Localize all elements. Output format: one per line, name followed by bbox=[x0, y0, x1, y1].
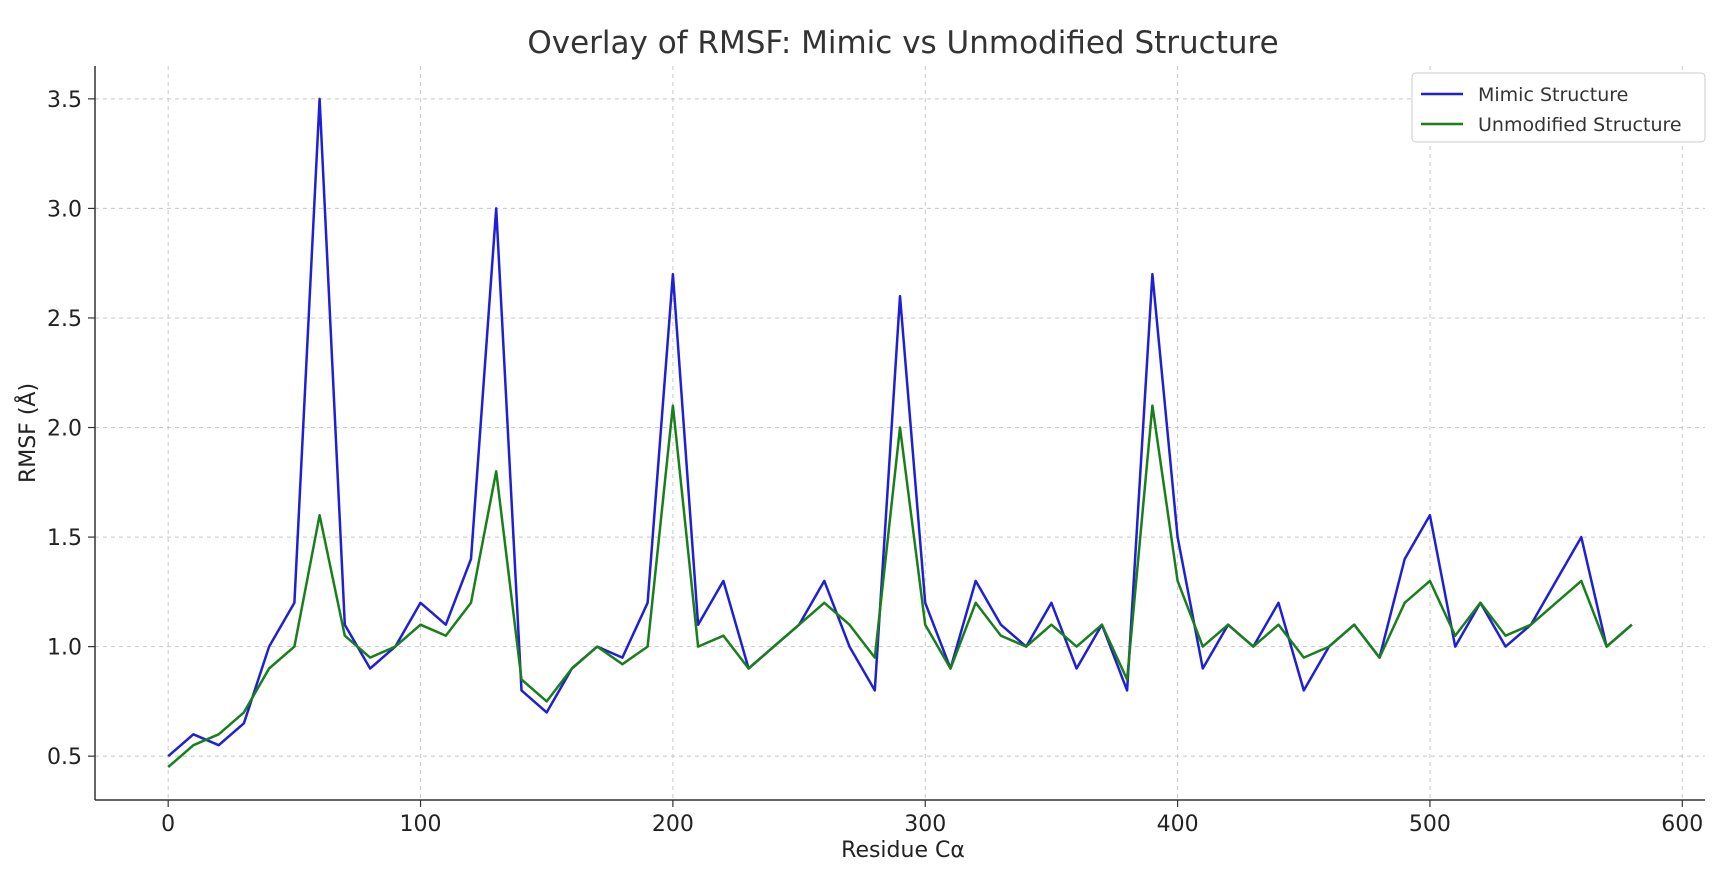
legend-box bbox=[1411, 72, 1706, 143]
y-axis-label: RMSF (Å) bbox=[14, 383, 41, 483]
series-line-unmodified bbox=[167, 404, 1633, 769]
grid-layer bbox=[95, 66, 1705, 800]
legend-label-mimic: Mimic Structure bbox=[1478, 84, 1628, 106]
legend: Mimic Structure Unmodified Structure bbox=[1411, 72, 1706, 143]
legend-label-unmodified: Unmodified Structure bbox=[1478, 114, 1682, 136]
y-tick-label: 1.5 bbox=[47, 526, 82, 551]
y-tick-label: 3.5 bbox=[47, 88, 82, 113]
y-tick-label: 3.0 bbox=[47, 197, 82, 222]
axes-layer bbox=[94, 66, 1705, 801]
x-tick-label: 400 bbox=[1157, 812, 1199, 837]
x-tick-label: 500 bbox=[1409, 812, 1451, 837]
x-tick-label: 300 bbox=[904, 812, 946, 837]
ticks-layer: 0 100 200 300 400 500 600 0.5 1.0 1.5 2.0 2.5 3.0 3.5 bbox=[47, 88, 1703, 837]
series-layer bbox=[167, 97, 1633, 769]
chart-title: Overlay of RMSF: Mimic vs Unmodified Str… bbox=[527, 25, 1278, 61]
x-axis-label: Residue Cα bbox=[841, 838, 965, 863]
x-tick-label: 0 bbox=[161, 812, 175, 837]
x-tick-label: 100 bbox=[400, 812, 442, 837]
series-line-mimic bbox=[167, 97, 1633, 758]
x-tick-label: 600 bbox=[1661, 812, 1703, 837]
y-tick-label: 1.0 bbox=[47, 636, 82, 661]
x-tick-label: 200 bbox=[652, 812, 694, 837]
y-tick-label: 2.5 bbox=[47, 307, 82, 332]
y-tick-label: 2.0 bbox=[47, 417, 82, 442]
y-tick-label: 0.5 bbox=[47, 745, 82, 770]
